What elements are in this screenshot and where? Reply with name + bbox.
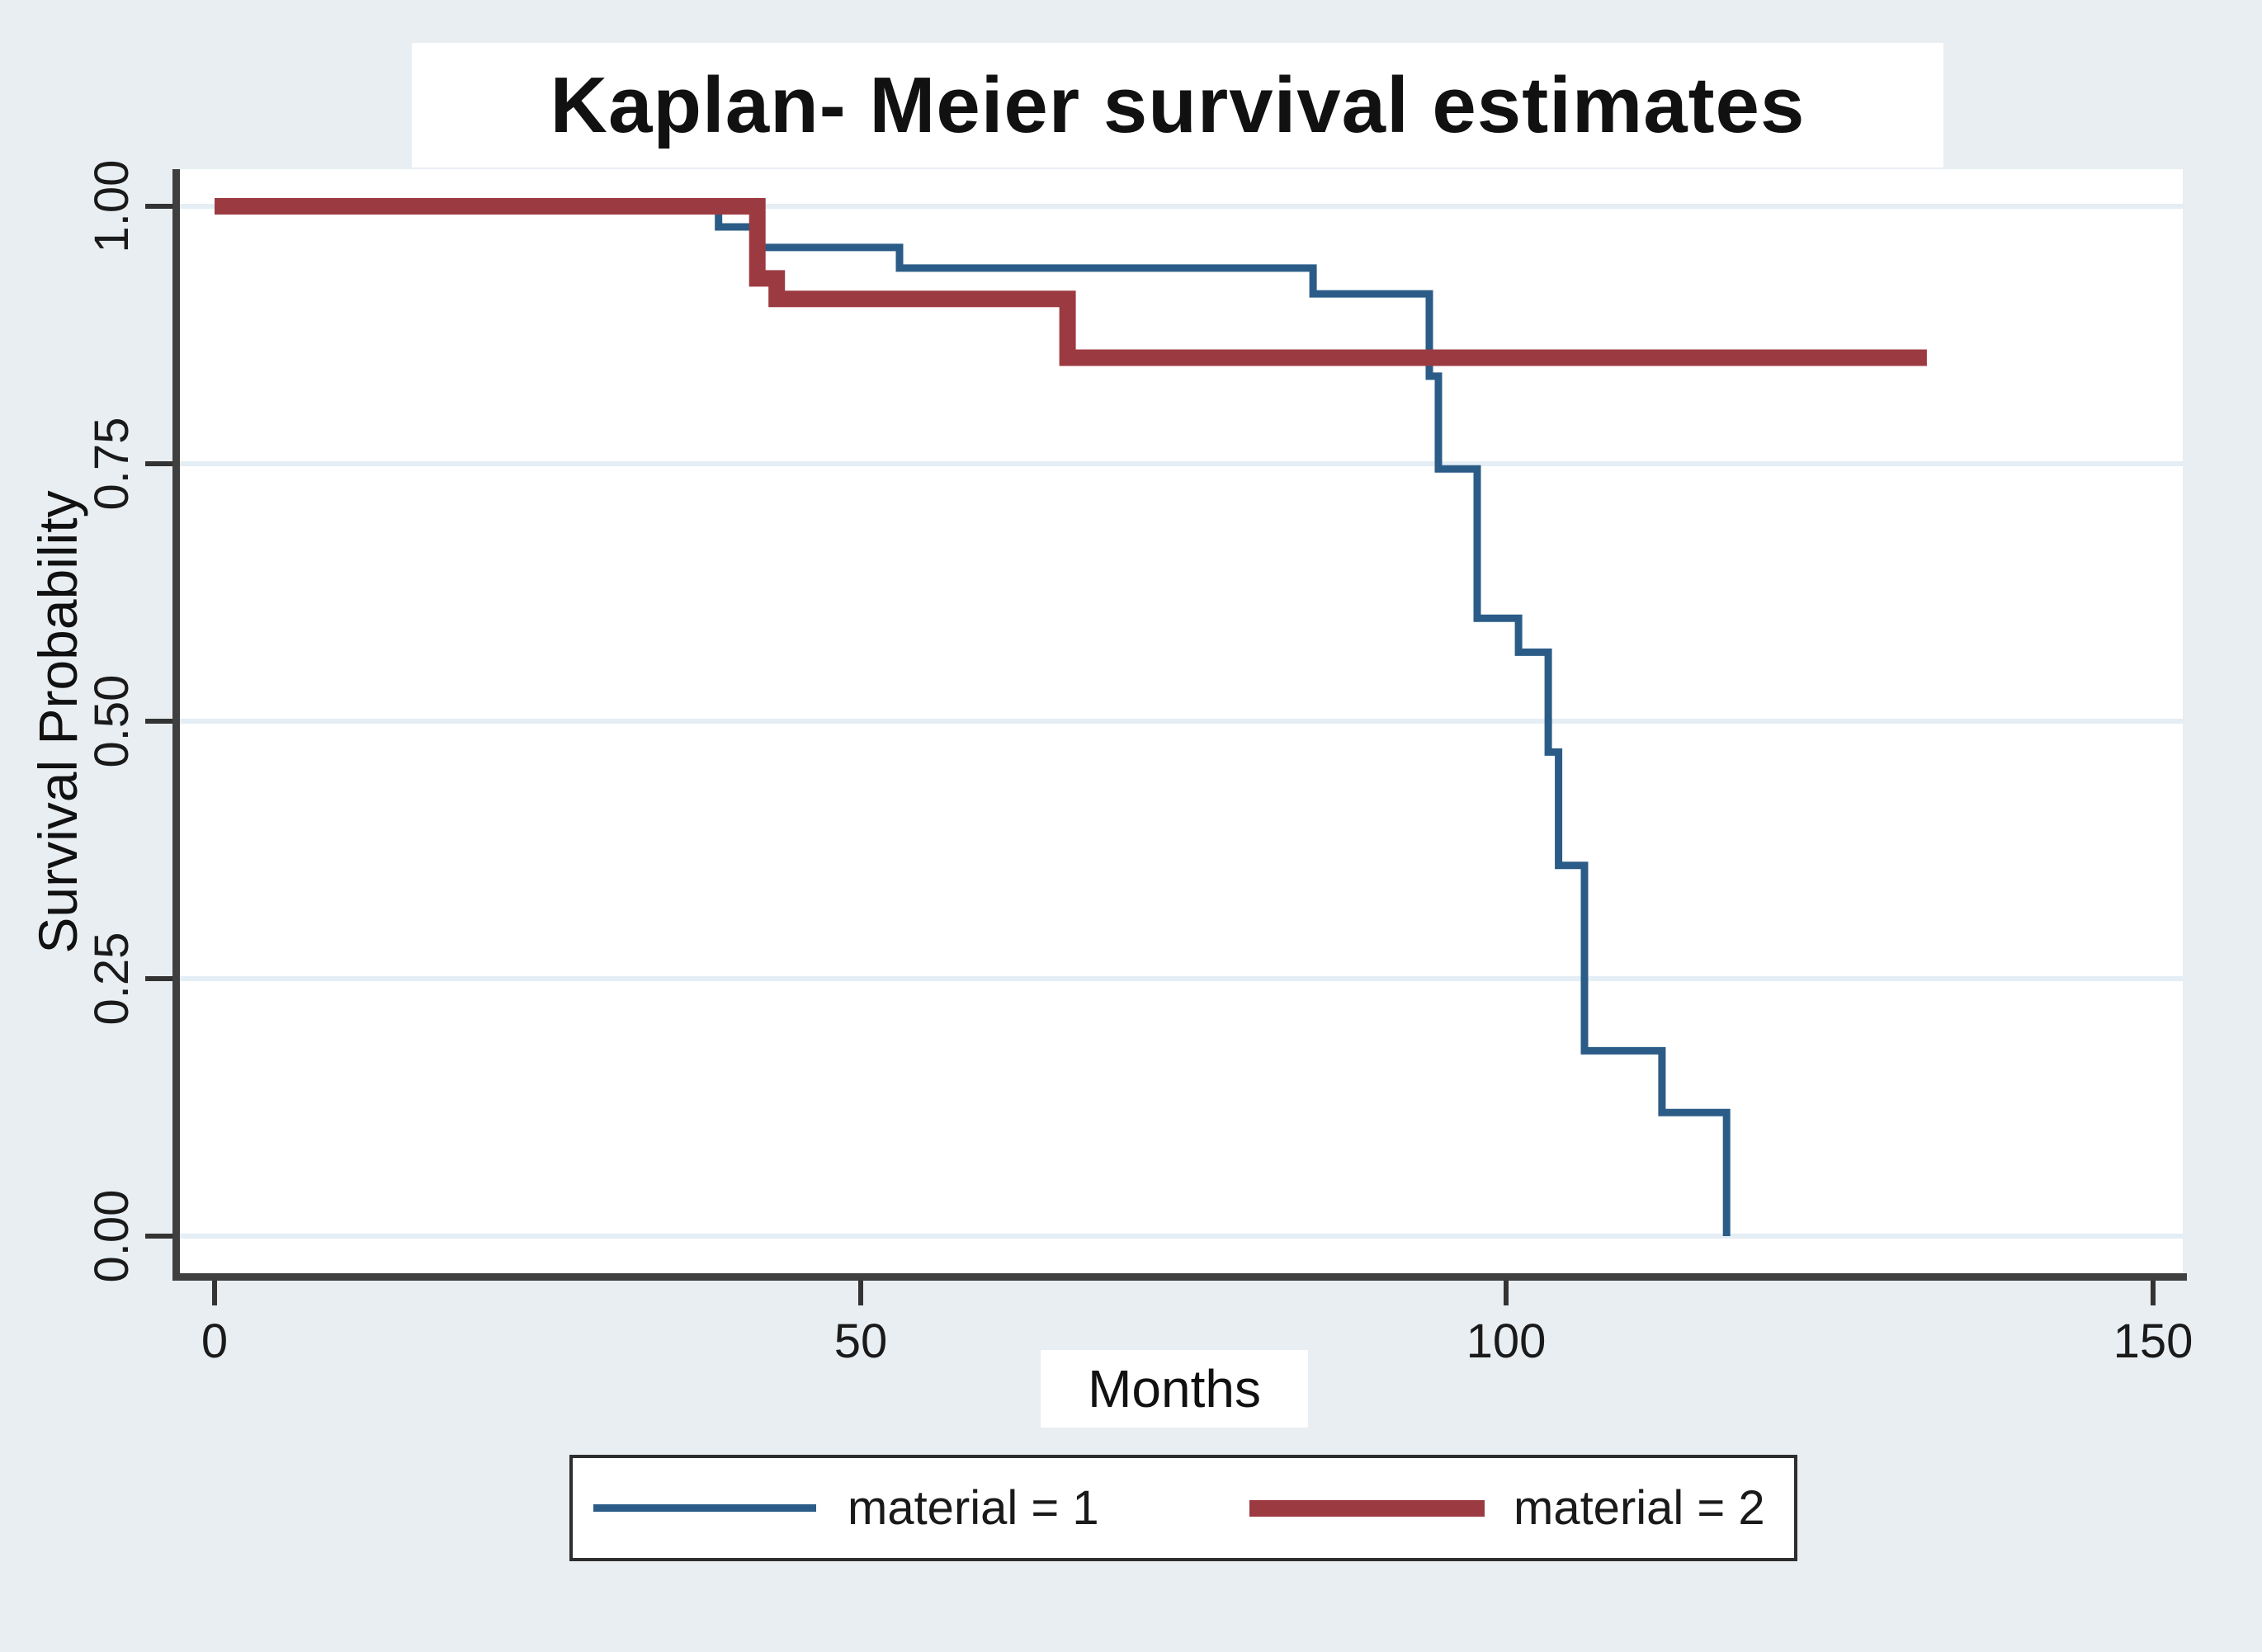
x-tick-label-50: 50 [833, 1315, 888, 1368]
y-tick-label-0.00: 0.00 [84, 1189, 139, 1283]
x-tick-100 [1504, 1281, 1509, 1305]
gridline-0.75 [180, 461, 2183, 466]
gridline-1.00 [180, 204, 2183, 209]
plot-area [180, 169, 2183, 1273]
y-tick-0.75 [145, 461, 172, 466]
x-axis-line [172, 1273, 2187, 1281]
x-tick-label-150: 150 [2113, 1315, 2194, 1368]
y-tick-0.50 [145, 719, 172, 724]
curve-material1 [215, 202, 1731, 1236]
chart-title: Kaplan- Meier survival estimates [550, 60, 1806, 149]
x-tick-0 [212, 1281, 217, 1305]
curve-material2 [215, 198, 1927, 366]
x-tick-label-100: 100 [1466, 1315, 1547, 1368]
y-tick-label-0.50: 0.50 [84, 674, 139, 768]
x-tick-50 [858, 1281, 863, 1305]
x-axis-title-box: Months [1041, 1350, 1308, 1428]
y-tick-1.00 [145, 204, 172, 209]
y-tick-label-0.75: 0.75 [84, 417, 139, 511]
gridline-0.25 [180, 976, 2183, 981]
gridline-0.00 [180, 1234, 2183, 1239]
y-axis-line [172, 169, 180, 1281]
y-axis-title: Survival Probability [27, 490, 88, 954]
gridline-0.50 [180, 719, 2183, 724]
y-tick-0.00 [145, 1234, 172, 1239]
legend-line-sample-material-1 [593, 1504, 816, 1512]
y-tick-label-0.25: 0.25 [84, 932, 139, 1026]
legend-label-material-2: material = 2 [1514, 1481, 1765, 1535]
legend-label-material-1: material = 1 [848, 1481, 1099, 1535]
legend-box: material = 1 material = 2 [569, 1455, 1797, 1561]
x-tick-150 [2151, 1281, 2156, 1305]
y-tick-0.25 [145, 976, 172, 981]
survival-curves [215, 198, 1927, 1236]
x-tick-label-0: 0 [201, 1315, 229, 1368]
y-tick-label-1.00: 1.00 [84, 159, 139, 253]
chart-title-box: Kaplan- Meier survival estimates [412, 43, 1943, 168]
legend-line-sample-material-2 [1249, 1500, 1485, 1517]
x-axis-title: Months [1088, 1359, 1261, 1418]
